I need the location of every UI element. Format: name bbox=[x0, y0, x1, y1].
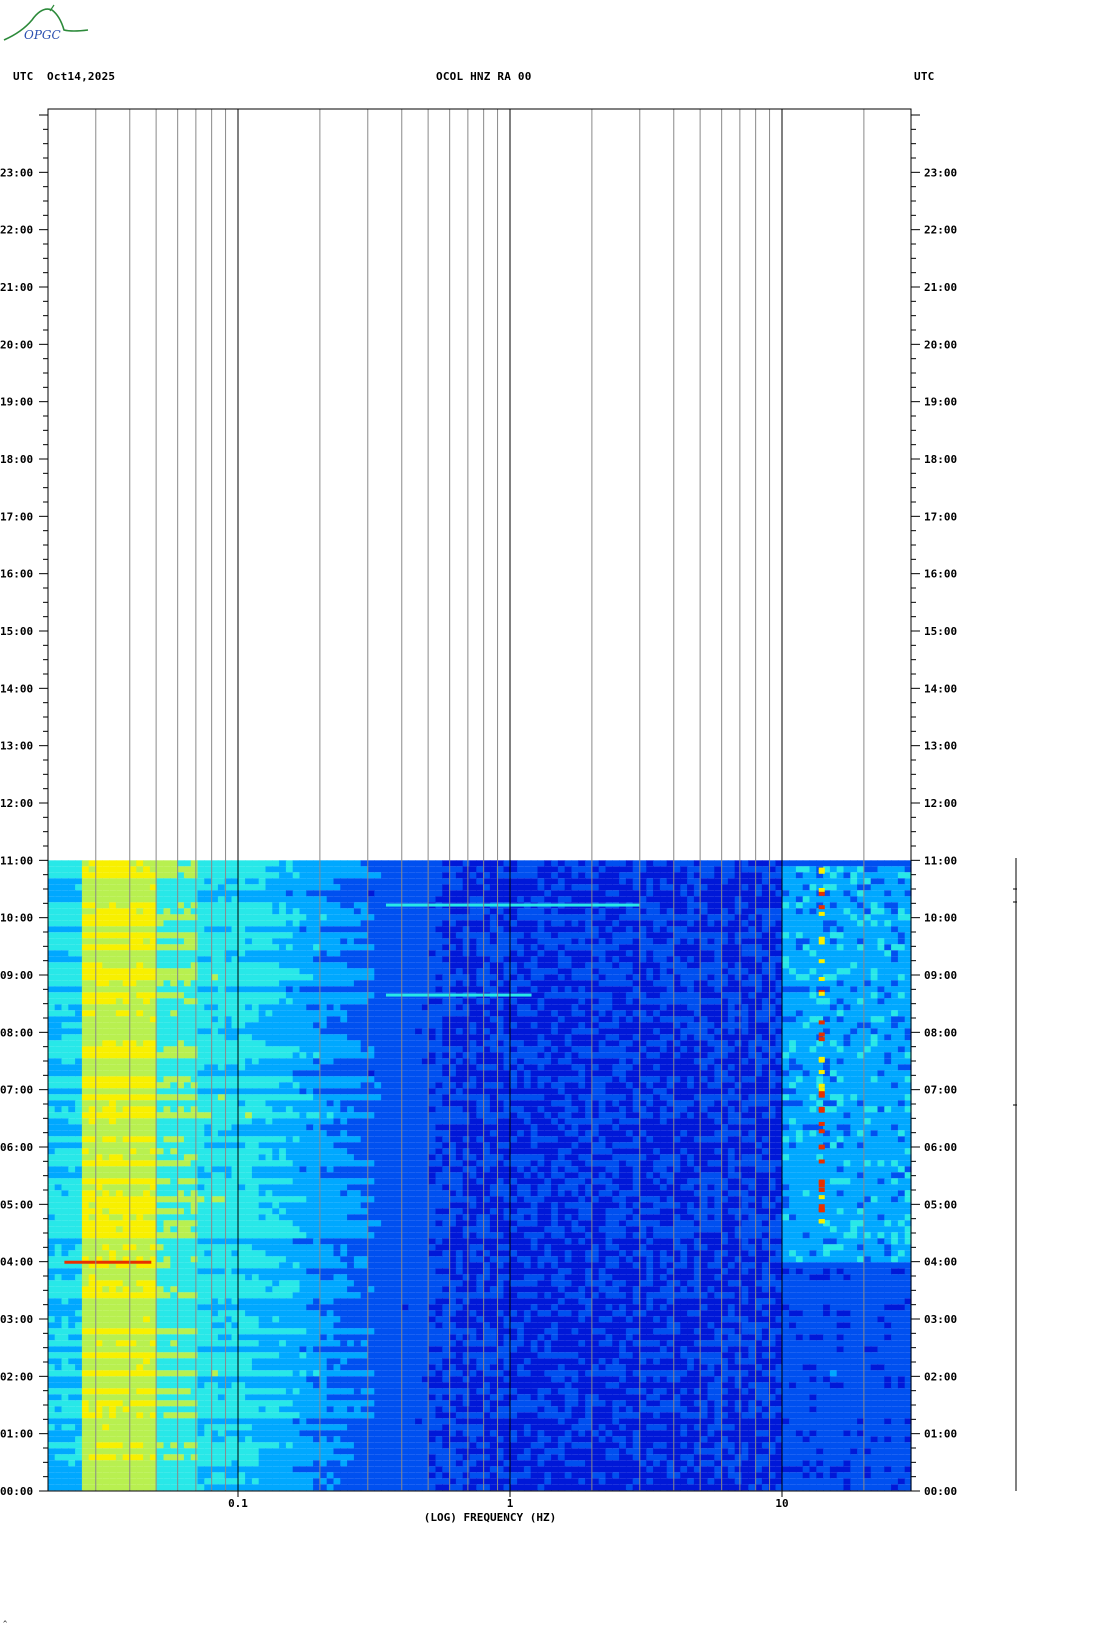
trace-bar bbox=[1013, 858, 1017, 1491]
time-tick-label-left: 09:00 bbox=[0, 969, 33, 982]
time-tick-label-left: 10:00 bbox=[0, 912, 33, 925]
time-tick-label-left: 19:00 bbox=[0, 396, 33, 409]
frequency-tick-label: 10 bbox=[775, 1497, 788, 1510]
time-tick-label-right: 03:00 bbox=[924, 1313, 957, 1326]
plot-frame bbox=[47, 108, 912, 1492]
time-tick-label-left: 12:00 bbox=[0, 797, 33, 810]
time-tick-label-left: 20:00 bbox=[0, 338, 33, 351]
time-tick-label-right: 16:00 bbox=[924, 568, 957, 581]
time-tick-label-right: 07:00 bbox=[924, 1084, 957, 1097]
time-tick-label-right: 18:00 bbox=[924, 453, 957, 466]
time-tick-label-right: 22:00 bbox=[924, 224, 957, 237]
time-tick-label-right: 06:00 bbox=[924, 1141, 957, 1154]
time-tick-label-left: 02:00 bbox=[0, 1370, 33, 1383]
time-tick-label-right: 12:00 bbox=[924, 797, 957, 810]
time-tick-label-left: 11:00 bbox=[0, 854, 33, 867]
frequency-tick-label: 1 bbox=[507, 1497, 514, 1510]
time-tick-label-left: 04:00 bbox=[0, 1256, 33, 1269]
time-tick-label-left: 16:00 bbox=[0, 568, 33, 581]
time-tick-label-left: 14:00 bbox=[0, 682, 33, 695]
time-tick-label-left: 00:00 bbox=[0, 1485, 33, 1498]
frequency-tick-label: 0.1 bbox=[228, 1497, 248, 1510]
time-tick-label-right: 11:00 bbox=[924, 854, 957, 867]
time-tick-label-left: 21:00 bbox=[0, 281, 33, 294]
time-tick-label-left: 01:00 bbox=[0, 1428, 33, 1441]
footer-mark: ^ bbox=[3, 1620, 8, 1628]
time-tick-label-right: 23:00 bbox=[924, 166, 957, 179]
right-timezone-label: UTC bbox=[914, 70, 935, 83]
time-tick-label-right: 04:00 bbox=[924, 1256, 957, 1269]
frequency-axis: 0.1 1 10 bbox=[228, 1491, 789, 1510]
time-tick-label-left: 08:00 bbox=[0, 1026, 33, 1039]
time-tick-label-left: 07:00 bbox=[0, 1084, 33, 1097]
time-tick-label-right: 21:00 bbox=[924, 281, 957, 294]
frequency-gridlines bbox=[95, 109, 865, 1491]
logo-text: OPGC bbox=[24, 28, 61, 42]
time-tick-label-right: 09:00 bbox=[924, 969, 957, 982]
time-axis: 00:00 00:00 01:00 01:00 02:00 02:00 03:00 03:00… bbox=[0, 114, 957, 1498]
left-timezone-label: UTC bbox=[13, 70, 34, 83]
time-tick-label-left: 15:00 bbox=[0, 625, 33, 638]
time-tick-label-right: 08:00 bbox=[924, 1026, 957, 1039]
x-axis-label: (LOG) FREQUENCY (HZ) bbox=[424, 1511, 556, 1524]
time-tick-label-left: 18:00 bbox=[0, 453, 33, 466]
time-tick-label-left: 22:00 bbox=[0, 224, 33, 237]
time-tick-label-right: 02:00 bbox=[924, 1370, 957, 1383]
volcano-logo-icon: OPGC bbox=[3, 4, 89, 42]
time-tick-label-right: 00:00 bbox=[924, 1485, 957, 1498]
time-tick-label-left: 06:00 bbox=[0, 1141, 33, 1154]
time-tick-label-right: 01:00 bbox=[924, 1428, 957, 1441]
time-tick-label-right: 15:00 bbox=[924, 625, 957, 638]
spectrogram-heatmap bbox=[48, 860, 912, 1491]
time-tick-label-right: 10:00 bbox=[924, 912, 957, 925]
time-tick-label-right: 19:00 bbox=[924, 396, 957, 409]
time-tick-label-left: 23:00 bbox=[0, 166, 33, 179]
date-label: Oct14,2025 bbox=[47, 70, 116, 83]
time-tick-label-left: 05:00 bbox=[0, 1198, 33, 1211]
opgc-logo: OPGC bbox=[2, 2, 92, 48]
time-tick-label-left: 03:00 bbox=[0, 1313, 33, 1326]
time-tick-label-left: 17:00 bbox=[0, 510, 33, 523]
time-tick-label-right: 20:00 bbox=[924, 338, 957, 351]
time-tick-label-right: 13:00 bbox=[924, 740, 957, 753]
time-tick-label-left: 13:00 bbox=[0, 740, 33, 753]
time-tick-label-right: 05:00 bbox=[924, 1198, 957, 1211]
station-title: OCOL HNZ RA 00 bbox=[436, 70, 532, 83]
time-tick-label-right: 17:00 bbox=[924, 510, 957, 523]
time-tick-label-right: 14:00 bbox=[924, 682, 957, 695]
